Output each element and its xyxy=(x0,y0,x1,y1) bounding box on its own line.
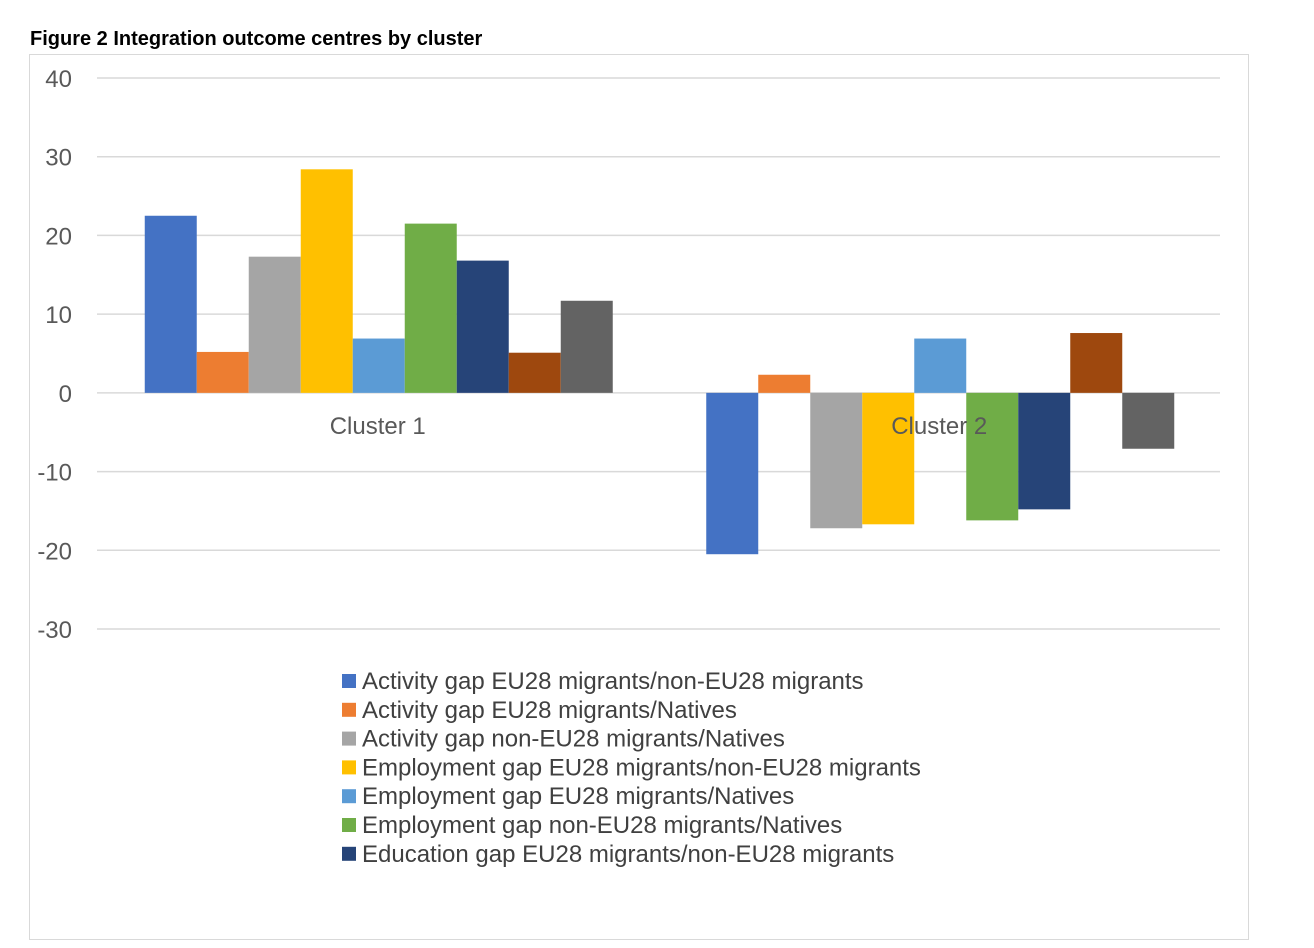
legend-entry: Activity gap EU28 migrants/Natives xyxy=(362,697,737,724)
bar xyxy=(862,392,915,525)
legend-entry: Employment gap EU28 migrants/Natives xyxy=(362,783,794,810)
y-axis: 40 30 20 10 0 -10 -20 -30 xyxy=(37,66,72,644)
legend-swatch xyxy=(342,674,356,688)
y-tick-label: -20 xyxy=(37,538,72,565)
legend-swatch xyxy=(342,760,356,775)
legend-entry: Activity gap EU28 migrants/non-EU28 migr… xyxy=(362,668,864,695)
legend: Activity gap EU28 migrants/non-EU28 migr… xyxy=(342,668,921,868)
bar xyxy=(1070,333,1123,393)
category-label: Cluster 1 xyxy=(330,413,426,440)
y-tick-label: 20 xyxy=(45,223,72,250)
legend-entry: Education gap EU28 migrants/non-EU28 mig… xyxy=(362,841,894,868)
category-labels: Cluster 1 Cluster 2 xyxy=(330,413,988,440)
y-tick-label: 30 xyxy=(45,145,72,172)
bar xyxy=(966,392,1019,521)
legend-entry: Activity gap non-EU28 migrants/Natives xyxy=(362,726,785,753)
legend-swatch xyxy=(342,846,356,861)
chart-frame xyxy=(29,54,1249,940)
legend-swatch xyxy=(342,731,356,746)
bar xyxy=(810,392,863,529)
bar xyxy=(196,351,249,393)
y-tick-label: -30 xyxy=(37,617,72,644)
legend-swatch xyxy=(342,789,356,804)
legend-entry: Employment gap EU28 migrants/non-EU28 mi… xyxy=(362,754,921,781)
bar xyxy=(914,338,967,393)
bar xyxy=(706,392,759,555)
legend-swatch xyxy=(342,702,356,717)
y-tick-label: 0 xyxy=(59,381,72,408)
bar xyxy=(560,300,613,393)
legend-entry: Employment gap non-EU28 migrants/Natives xyxy=(362,812,842,839)
bar xyxy=(1122,392,1175,449)
y-tick-label: -10 xyxy=(37,460,72,487)
bar xyxy=(508,352,561,393)
bar xyxy=(1018,392,1071,510)
legend-swatch xyxy=(342,818,356,832)
bars xyxy=(144,169,1175,555)
bar xyxy=(456,260,509,393)
bar xyxy=(144,215,197,393)
category-label: Cluster 2 xyxy=(891,413,987,440)
bar xyxy=(352,338,405,393)
figure-title: Figure 2 Integration outcome centres by … xyxy=(30,28,483,50)
bar xyxy=(248,256,301,393)
bar xyxy=(758,374,811,393)
bar xyxy=(300,169,353,393)
y-tick-label: 40 xyxy=(45,66,72,93)
y-tick-label: 10 xyxy=(45,302,72,329)
bar xyxy=(404,223,457,393)
